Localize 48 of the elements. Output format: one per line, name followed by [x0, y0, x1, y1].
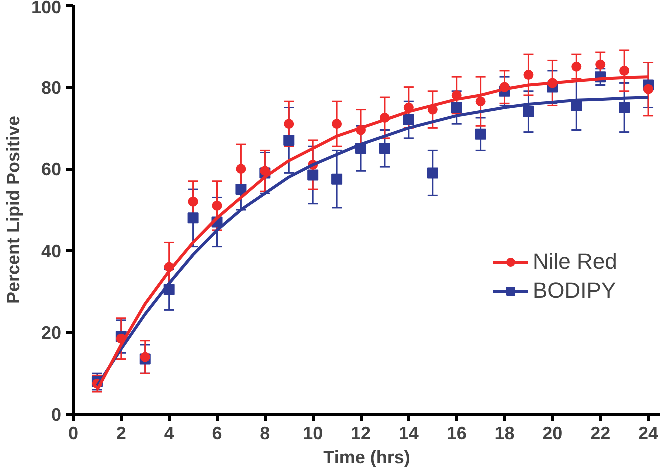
x-tick-label: 0	[68, 424, 79, 444]
y-axis-title: Percent Lipid Positive	[3, 116, 24, 304]
point	[332, 119, 342, 130]
point	[140, 352, 150, 362]
point	[476, 96, 486, 107]
point	[236, 184, 247, 196]
point	[308, 170, 319, 181]
point	[523, 106, 534, 118]
x-tick-label: 6	[212, 424, 222, 444]
x-tick-label: 8	[260, 424, 270, 444]
point	[475, 128, 486, 140]
point	[524, 70, 534, 80]
y-tick-label: 20	[41, 323, 62, 344]
point	[427, 168, 438, 179]
x-tick-label: 18	[494, 424, 515, 444]
x-tick-label: 10	[303, 424, 324, 444]
point	[260, 166, 270, 176]
x-tick-label: 16	[446, 424, 467, 444]
y-tick-label: 80	[41, 78, 62, 98]
x-tick-label: 20	[542, 424, 563, 444]
x-axis-title: Time (hrs)	[324, 448, 410, 468]
point	[188, 212, 199, 224]
point	[572, 62, 582, 72]
x-tick-label: 22	[590, 424, 611, 444]
point	[451, 102, 462, 114]
point	[379, 143, 390, 154]
x-tick-label: 12	[351, 424, 372, 444]
point	[403, 114, 414, 126]
point	[644, 84, 654, 94]
point	[236, 164, 246, 174]
point	[619, 102, 630, 114]
legend-label: BODIPY	[533, 278, 616, 304]
y-tick-label: 40	[41, 241, 62, 262]
y-tick-label: 100	[31, 0, 62, 18]
y-tick-label: 0	[51, 405, 62, 425]
x-tick-label: 24	[638, 424, 659, 444]
x-tick-label: 14	[398, 424, 419, 444]
point	[284, 134, 295, 146]
point	[620, 66, 630, 76]
point	[188, 196, 198, 207]
point	[332, 174, 343, 185]
x-tick-label: 4	[164, 424, 174, 444]
legend-label: Nile Red	[533, 249, 618, 275]
point	[212, 200, 222, 211]
x-tick-label: 2	[116, 424, 126, 444]
point	[284, 119, 294, 130]
y-tick-label: 60	[41, 160, 62, 180]
point	[596, 60, 606, 70]
